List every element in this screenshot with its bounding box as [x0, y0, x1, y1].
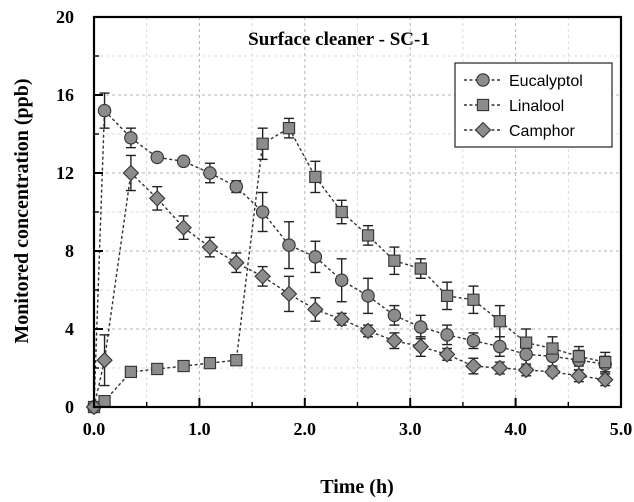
camphor-point	[544, 363, 561, 381]
eucalyptol-point	[466, 333, 481, 348]
linalool-point	[493, 315, 506, 328]
eucalyptol-point	[229, 179, 244, 194]
eucalyptol-point	[282, 238, 296, 252]
legend-camphor-label: Camphor	[509, 123, 575, 140]
x-axis-label: Time (h)	[320, 476, 394, 498]
y-tick-label: 8	[65, 241, 74, 261]
eucalyptol-point	[440, 328, 454, 342]
linalool-point	[282, 122, 296, 135]
legend-linalool-label: Linalool	[509, 98, 564, 115]
x-tick-label: 2.0	[294, 419, 317, 439]
camphor-point	[228, 254, 245, 271]
linalool-point	[230, 354, 243, 367]
eucalyptol-point	[97, 103, 112, 118]
camphor-point	[517, 361, 535, 379]
y-tick-label: 12	[56, 163, 74, 183]
camphor-point	[438, 346, 456, 363]
linalool-point	[309, 170, 322, 184]
x-tick-labels: 0.0 1.0 2.0 3.0 4.0 5.0	[83, 419, 633, 439]
camphor-point	[96, 351, 113, 369]
camphor-point	[359, 322, 377, 340]
eucalyptol-line	[93, 108, 606, 408]
linalool-point	[440, 289, 454, 302]
camphor-point	[570, 367, 588, 385]
eucalyptol-point	[334, 273, 349, 287]
camphor-point	[201, 238, 219, 256]
camphor-point	[254, 268, 271, 285]
linalool-point	[124, 365, 138, 379]
legend-linalool-marker	[476, 98, 490, 112]
x-tick-label: 1.0	[188, 419, 211, 439]
x-tick-label: 4.0	[504, 419, 527, 439]
camphor-point	[491, 359, 509, 377]
legend-eucalyptol-marker	[476, 73, 490, 87]
axis-ticks	[93, 16, 622, 408]
eucalyptol-point	[387, 308, 402, 323]
linalool-point	[388, 254, 401, 267]
chart-title: Surface cleaner - SC-1	[248, 29, 430, 50]
eucalyptol-point	[255, 205, 270, 219]
eucalyptol-point	[361, 289, 375, 303]
linalool-point	[98, 394, 111, 408]
x-tick-label: 5.0	[610, 419, 633, 439]
linalool-point	[546, 342, 559, 355]
linalool-point	[599, 355, 612, 369]
y-tick-labels: 0 4 8 12 16 20	[56, 7, 74, 417]
x-tick-label: 0.0	[83, 419, 106, 439]
y-tick-label: 20	[56, 7, 74, 27]
linalool-point	[361, 229, 375, 242]
eucalyptol-point	[124, 131, 138, 145]
camphor-point	[122, 164, 140, 182]
eucalyptol-point	[150, 150, 164, 165]
series-lines	[93, 108, 606, 408]
linalool-point	[519, 336, 533, 349]
linalool-point	[467, 293, 480, 306]
y-tick-label: 0	[65, 397, 74, 417]
eucalyptol-point	[308, 250, 323, 264]
camphor-point	[465, 357, 482, 375]
camphor-point	[412, 338, 430, 355]
eucalyptol-point	[493, 339, 507, 354]
eucalyptol-point	[176, 154, 191, 169]
y-tick-label: 16	[56, 85, 74, 105]
linalool-point	[335, 205, 348, 219]
x-tick-label: 3.0	[399, 419, 422, 439]
linalool-point	[572, 350, 585, 363]
camphor-point	[148, 190, 166, 207]
eucalyptol-point	[519, 347, 533, 362]
legend: Eucalyptol Linalool Camphor	[454, 62, 613, 148]
linalool-point	[256, 137, 269, 150]
linalool-point	[177, 359, 190, 373]
data-markers	[85, 103, 614, 416]
camphor-point	[333, 310, 350, 328]
camphor-point	[386, 332, 403, 349]
linalool-point	[203, 356, 217, 370]
camphor-point	[596, 371, 614, 388]
camphor-point	[280, 285, 298, 303]
y-axis-label: Monitored concentration (ppb)	[11, 78, 33, 343]
eucalyptol-point	[203, 166, 217, 180]
legend-camphor-marker	[474, 121, 492, 139]
linalool-point	[414, 262, 427, 275]
linalool-point	[151, 362, 164, 376]
legend-eucalyptol-label: Eucalyptol	[509, 73, 583, 90]
y-tick-label: 4	[65, 319, 74, 339]
eucalyptol-point	[413, 320, 428, 334]
camphor-point	[307, 301, 324, 318]
camphor-point	[175, 219, 192, 236]
legend-items: Eucalyptol Linalool Camphor	[464, 73, 583, 140]
